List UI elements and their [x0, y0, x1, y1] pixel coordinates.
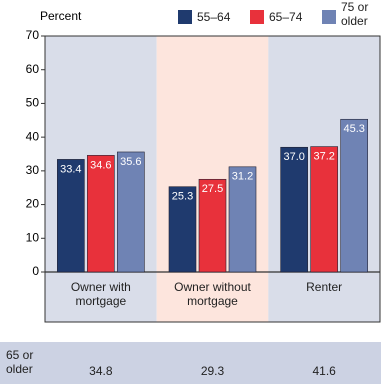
legend-label: 65–74 — [269, 10, 303, 24]
value-label: 37.0 — [283, 151, 304, 163]
legend-label: 55–64 — [197, 10, 231, 24]
plot-frame — [44, 35, 381, 323]
value-label: 45.3 — [343, 123, 364, 135]
y-tick-label: 70 — [26, 28, 40, 42]
bar — [310, 146, 338, 273]
y-tick-label: 0 — [32, 264, 39, 278]
bar — [280, 146, 308, 273]
legend-swatch — [250, 10, 264, 24]
value-label: 25.3 — [172, 191, 193, 203]
value-label: 27.5 — [202, 183, 223, 195]
table-row-label: 65 or older — [6, 348, 34, 376]
table-cell: 34.8 — [89, 364, 113, 378]
legend-swatch — [322, 10, 336, 24]
x-tick-label: Renter — [306, 280, 343, 294]
table-cell: 41.6 — [312, 364, 336, 378]
value-label: 35.6 — [120, 156, 141, 168]
x-tick-label: Owner without mortgage — [174, 280, 251, 308]
y-tick-label: 20 — [26, 197, 40, 211]
x-tick-label: Owner with mortgage — [70, 280, 131, 308]
bar — [198, 178, 227, 273]
value-label: 37.2 — [313, 150, 334, 162]
y-axis-label: Percent — [40, 9, 82, 23]
value-label: 33.4 — [60, 163, 81, 175]
table-cell: 29.3 — [200, 364, 225, 378]
table-row — [0, 342, 381, 384]
y-tick-label: 10 — [26, 230, 40, 244]
y-tick-label: 30 — [26, 163, 40, 177]
y-tick-label: 40 — [26, 129, 40, 143]
bar — [228, 166, 257, 273]
bar — [57, 159, 85, 273]
legend-label: 75 or older — [341, 0, 369, 28]
bar — [340, 118, 368, 273]
y-tick-label: 50 — [26, 96, 40, 110]
bar — [117, 151, 145, 273]
value-label: 31.2 — [232, 171, 253, 183]
legend-swatch — [178, 10, 192, 24]
y-tick-label: 60 — [26, 62, 40, 76]
value-label: 34.6 — [90, 159, 111, 171]
bar — [87, 155, 115, 273]
bar — [168, 186, 197, 273]
